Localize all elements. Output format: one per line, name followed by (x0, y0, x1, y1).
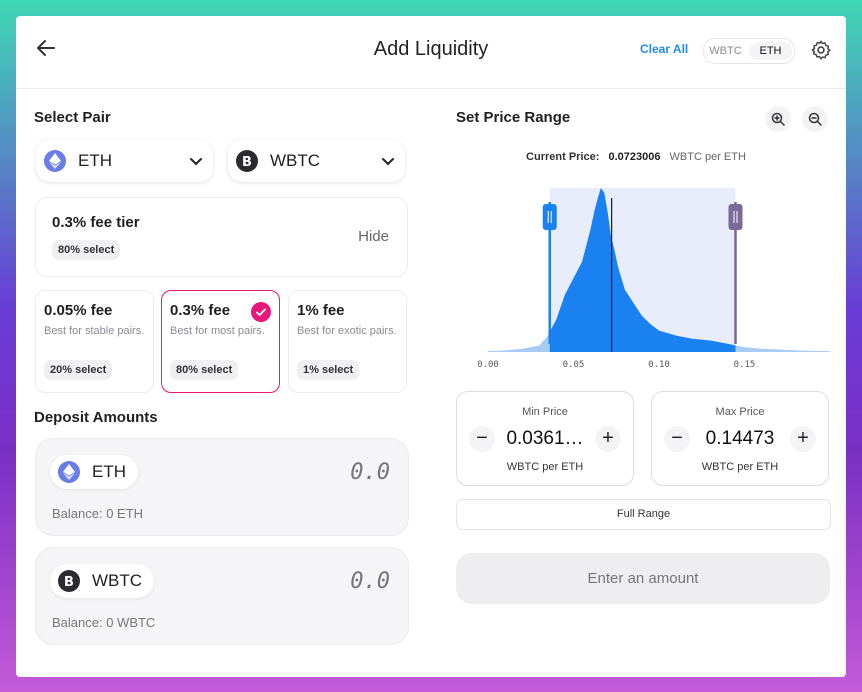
deposit-balance: Balance: 0 WBTC (52, 615, 156, 630)
max-price-value[interactable]: 0.14473 (705, 428, 775, 449)
fee-option-label: 0.3% fee (170, 302, 231, 319)
fee-option-select-badge: 80% select (170, 360, 239, 380)
token-a-symbol: ETH (78, 151, 112, 170)
page-title: Add Liquidity (373, 38, 489, 60)
chevron-down-icon (382, 158, 394, 166)
min-price-label: Min Price (522, 406, 568, 418)
fee-tier-title: 0.3% fee tier (52, 214, 140, 231)
back-arrow-icon[interactable] (34, 36, 58, 60)
eth-icon (44, 150, 66, 172)
x-tick-label: 0.05 (563, 360, 585, 370)
liquidity-chart[interactable]: 0.00 0.05 0.10 0.15 (478, 180, 830, 375)
liquidity-area-in-range (549, 188, 736, 352)
max-price-increment-button[interactable]: + (790, 426, 816, 452)
x-tick-label: 0.15 (734, 360, 756, 370)
current-price-value: 0.0723006 (608, 151, 661, 163)
token-b-select[interactable]: B WBTC (228, 140, 405, 182)
token-b-symbol: WBTC (270, 151, 321, 170)
deposit-eth-token: ETH (50, 455, 138, 489)
min-price-value[interactable]: 0.0361… (506, 428, 584, 449)
deposit-eth-box: ETH Balance: 0 ETH (35, 438, 409, 536)
current-price-unit: WBTC per ETH (669, 151, 746, 163)
current-price: Current Price: 0.0723006 WBTC per ETH (456, 151, 816, 163)
fee-tier-summary: 0.3% fee tier 80% select Hide (35, 197, 408, 277)
fee-tier-select-badge: 80% select (52, 240, 121, 260)
min-price-increment-button[interactable]: + (595, 426, 621, 452)
max-price-unit: WBTC per ETH (701, 461, 779, 473)
fee-option-0-05[interactable]: 0.05% fee Best for stable pairs. 20% sel… (35, 290, 154, 393)
max-price-handle (728, 204, 743, 230)
deposit-amounts-label: Deposit Amounts (34, 409, 158, 426)
deposit-wbtc-amount-input[interactable] (268, 568, 392, 595)
set-price-range-label: Set Price Range (456, 109, 571, 126)
header: Add Liquidity Clear All WBTC ETH (16, 16, 846, 89)
fee-option-select-badge: 1% select (297, 360, 360, 380)
btc-icon: B (236, 150, 258, 172)
min-price-unit: WBTC per ETH (506, 461, 584, 473)
deposit-token-symbol: WBTC (92, 571, 143, 590)
check-icon (251, 302, 271, 322)
svg-text:B: B (242, 155, 252, 168)
hide-button[interactable]: Hide (358, 228, 389, 245)
submit-button[interactable]: Enter an amount (456, 553, 830, 604)
toggle-wbtc[interactable]: WBTC (709, 45, 742, 57)
chevron-down-icon (190, 158, 202, 166)
eth-icon (58, 461, 80, 483)
fee-option-select-badge: 20% select (44, 360, 113, 380)
min-price-handle (542, 204, 557, 230)
deposit-token-symbol: ETH (92, 462, 126, 481)
max-price-decrement-button[interactable]: − (664, 426, 690, 452)
token-a-select[interactable]: ETH (36, 140, 213, 182)
fee-option-1[interactable]: 1% fee Best for exotic pairs. 1% select (288, 290, 407, 393)
x-tick-label: 0.10 (648, 360, 670, 370)
max-price-box: Max Price − 0.14473 + WBTC per ETH (651, 391, 829, 486)
fee-option-0-3[interactable]: 0.3% fee Best for most pairs. 80% select (161, 290, 280, 393)
select-pair-label: Select Pair (34, 109, 111, 126)
x-tick-label: 0.00 (478, 360, 499, 370)
deposit-balance: Balance: 0 ETH (52, 506, 144, 521)
current-price-label: Current Price: (526, 151, 600, 163)
min-price-box: Min Price − 0.0361… + WBTC per ETH (456, 391, 634, 486)
deposit-wbtc-box: B WBTC Balance: 0 WBTC (35, 547, 409, 645)
fee-option-desc: Best for most pairs. (170, 325, 265, 337)
fee-option-label: 0.05% fee (44, 302, 113, 319)
fee-option-desc: Best for exotic pairs. (297, 325, 397, 337)
add-liquidity-panel: Add Liquidity Clear All WBTC ETH Select … (16, 16, 846, 677)
deposit-wbtc-token: B WBTC (50, 564, 155, 598)
zoom-out-icon (808, 112, 822, 126)
full-range-button[interactable]: Full Range (456, 499, 831, 530)
max-price-label: Max Price (715, 406, 765, 418)
svg-text:B: B (64, 575, 74, 588)
btc-icon: B (58, 570, 80, 592)
toggle-eth[interactable]: ETH (749, 42, 792, 60)
deposit-eth-amount-input[interactable] (268, 459, 392, 486)
min-price-decrement-button[interactable]: − (469, 426, 495, 452)
clear-all-link[interactable]: Clear All (640, 42, 689, 56)
gear-icon[interactable] (810, 39, 832, 61)
zoom-in-button[interactable] (765, 106, 791, 132)
zoom-out-button[interactable] (802, 106, 828, 132)
token-order-toggle: WBTC ETH (703, 38, 795, 64)
fee-option-label: 1% fee (297, 302, 345, 319)
zoom-in-icon (771, 112, 785, 126)
fee-option-desc: Best for stable pairs. (44, 325, 145, 337)
